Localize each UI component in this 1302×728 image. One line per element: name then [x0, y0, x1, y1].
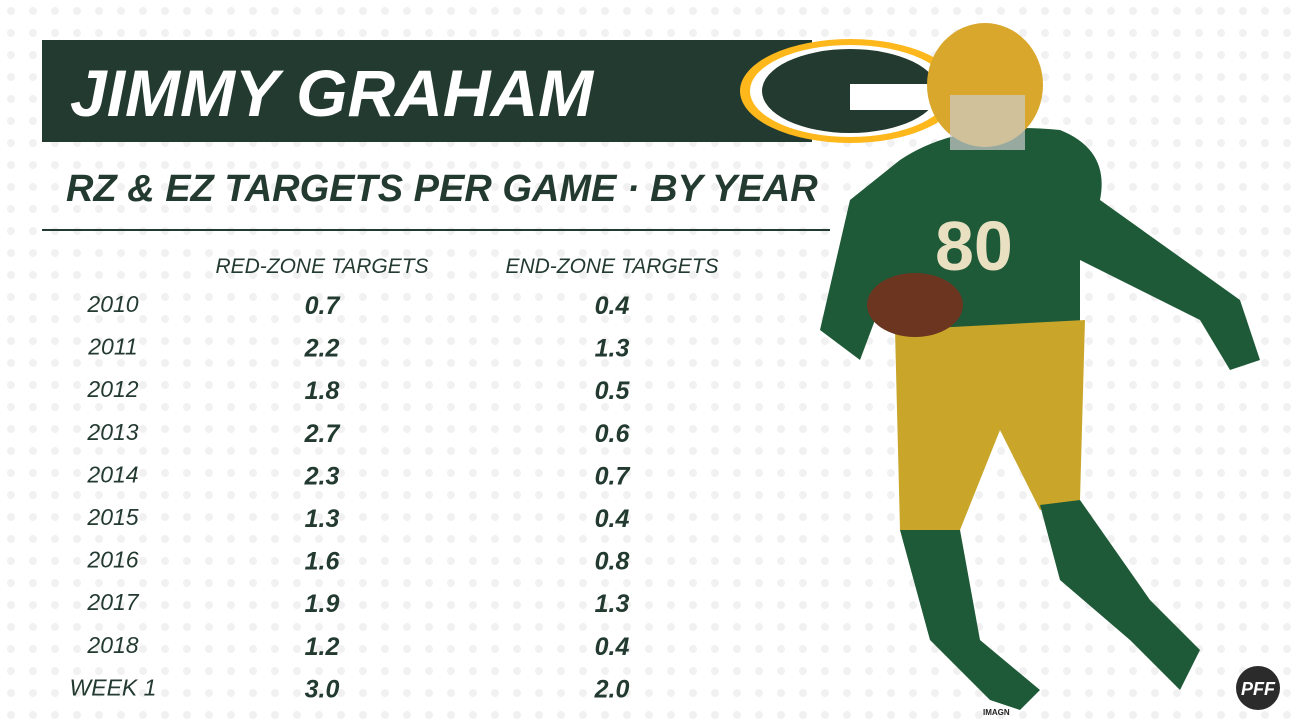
- value-cell: 2.0: [594, 675, 630, 703]
- value-cell: 2.3: [304, 462, 340, 490]
- value-cell: 3.0: [305, 675, 340, 703]
- value-cell: 0.4: [595, 633, 630, 661]
- value-cell: 1.3: [305, 505, 340, 533]
- player-photo: 80: [820, 23, 1260, 710]
- year-label: 2014: [86, 461, 138, 487]
- logo-badge: [1236, 666, 1280, 710]
- value-cell: 0.4: [595, 292, 630, 320]
- year-label: 2010: [86, 291, 138, 317]
- year-label: 2012: [86, 376, 138, 402]
- value-cell: 0.4: [595, 505, 630, 533]
- value-cell: 1.2: [305, 633, 340, 661]
- title: JIMMY GRAHAM: [70, 56, 595, 130]
- year-label: 2018: [86, 632, 138, 658]
- value-cell: 1.3: [595, 335, 630, 363]
- value-cell: 1.9: [305, 590, 340, 618]
- logo-text: PFF: [1241, 679, 1276, 699]
- value-cell: 0.5: [595, 377, 631, 405]
- value-cell: 1.6: [305, 548, 341, 576]
- team-logo: [740, 39, 960, 143]
- column-header: RED-ZONE TARGETS: [215, 255, 428, 278]
- year-label: WEEK 1: [70, 674, 157, 700]
- value-cell: 2.7: [304, 420, 341, 448]
- value-cell: 0.8: [595, 548, 630, 576]
- year-label: 2011: [87, 334, 137, 360]
- title-banner: [42, 40, 812, 142]
- column-header: END-ZONE TARGETS: [505, 255, 718, 278]
- year-label: 2015: [86, 504, 138, 530]
- value-cell: 0.6: [595, 420, 631, 448]
- value-cell: 1.8: [305, 377, 340, 405]
- value-cell: 0.7: [595, 462, 631, 490]
- stats-table: RED-ZONE TARGETS END-ZONE TARGETS 2010 0.7 0…: [70, 255, 719, 703]
- value-cell: 2.2: [304, 335, 340, 363]
- year-label: 2017: [86, 589, 139, 615]
- year-label: 2016: [86, 547, 138, 573]
- value-cell: 0.7: [305, 292, 341, 320]
- subtitle: RZ & EZ TARGETS PER GAME · BY YEAR: [66, 168, 818, 210]
- value-cell: 1.3: [595, 590, 630, 618]
- year-label: 2013: [86, 419, 138, 445]
- svg-text:80: 80: [935, 207, 1013, 285]
- photo-credit: IMAGN: [983, 708, 1010, 717]
